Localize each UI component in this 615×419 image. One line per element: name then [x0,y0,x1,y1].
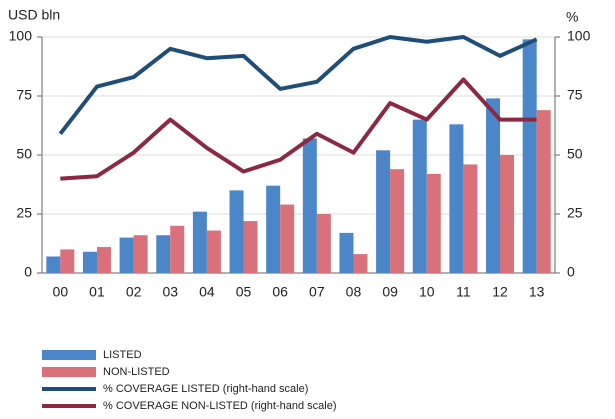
bar [339,232,354,273]
bar [96,247,111,273]
y2-tick-label: 25 [567,205,583,221]
x-tick-label: 09 [382,284,398,300]
bar [280,204,295,273]
bar [206,230,221,273]
bar [500,155,515,273]
x-tick-label: 08 [346,284,362,300]
bar [449,124,464,273]
bar [486,98,501,273]
bar [353,254,368,273]
bar [426,173,441,273]
x-tick-label: 11 [456,284,471,300]
x-tick-label: 06 [272,284,288,300]
bar [390,169,405,273]
x-tick-label: 10 [419,284,435,300]
bar [133,235,148,273]
bar [243,221,258,273]
bar [266,185,281,273]
x-tick-label: 00 [53,284,69,300]
y2-tick-label: 100 [567,28,591,44]
bar [82,251,97,273]
legend-label: NON-LISTED [103,366,170,378]
bar [229,190,244,273]
line-series [58,35,538,135]
x-tick-label: 05 [236,284,252,300]
y2-tick-label: 75 [567,87,583,103]
bar [376,150,391,273]
x-tick-label: 13 [529,284,545,300]
bar [302,138,317,273]
line-series [60,77,537,181]
y-tick-label: 25 [16,205,32,221]
y-tick-label: 75 [16,87,32,103]
legend-swatch [42,367,96,377]
x-tick-label: 12 [492,284,508,300]
legend-swatch [42,350,96,360]
bar [316,214,331,273]
x-tick-label: 02 [126,284,142,300]
legend-label: % COVERAGE LISTED (right-hand scale) [103,383,308,395]
bar [156,235,171,273]
bar [463,164,478,273]
y-tick-label: 0 [24,264,32,280]
y2-tick-label: 0 [567,264,575,280]
bar [170,225,185,273]
x-tick-label: 07 [309,284,325,300]
y2-axis-label: % [566,9,578,25]
bar [522,39,537,273]
bar [119,237,134,273]
y2-tick-label: 50 [567,146,583,162]
x-tick-label: 03 [162,284,178,300]
bar [46,256,61,273]
y-axis-label: USD bln [8,7,60,23]
bar [412,119,427,273]
bar [60,249,75,273]
legend-label: LISTED [103,349,142,361]
x-tick-label: 04 [199,284,215,300]
legend-label: % COVERAGE NON-LISTED (right-hand scale) [103,400,337,412]
bar [192,211,207,273]
x-tick-label: 01 [89,284,105,300]
bar [536,110,551,273]
y-tick-label: 50 [16,146,32,162]
y-tick-label: 100 [9,28,33,44]
